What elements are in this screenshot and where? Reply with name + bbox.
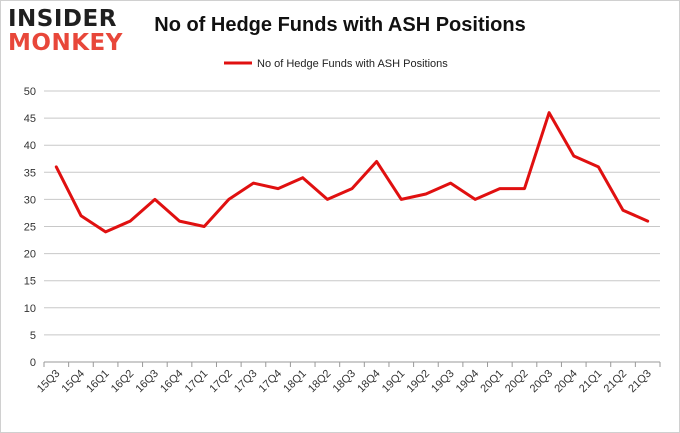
y-axis-ticks: 0 5 10 15 20 25 30 35 40 45 50	[24, 86, 36, 369]
y-tick-label: 15	[24, 276, 36, 288]
x-tick-label: 19Q3	[429, 368, 457, 396]
logo-text-top: INSIDER	[8, 6, 117, 32]
legend-label: No of Hedge Funds with ASH Positions	[257, 58, 448, 70]
grid-lines	[44, 90, 660, 336]
x-tick-label: 21Q2	[602, 368, 630, 396]
x-tick-label: 17Q3	[232, 368, 260, 396]
x-tick-label: 16Q4	[158, 368, 186, 396]
x-tick-label: 16Q1	[84, 368, 112, 396]
x-axis-ticks: 15Q315Q416Q116Q216Q316Q417Q117Q217Q317Q4…	[35, 362, 661, 396]
y-tick-label: 45	[24, 113, 36, 125]
x-tick-label: 17Q4	[257, 368, 285, 396]
x-tick-label: 20Q2	[503, 368, 531, 396]
y-tick-label: 5	[30, 330, 36, 342]
x-tick-label: 17Q1	[183, 368, 211, 396]
x-tick-label: 18Q3	[331, 368, 359, 396]
x-tick-label: 19Q2	[405, 368, 433, 396]
legend: No of Hedge Funds with ASH Positions	[224, 58, 448, 70]
series-layer	[54, 111, 650, 234]
y-tick-label: 35	[24, 167, 36, 179]
y-tick-label: 0	[30, 357, 36, 369]
x-tick-label: 19Q1	[380, 368, 408, 396]
insider-monkey-logo: INSIDER MONKEY	[8, 6, 130, 58]
logo-text-bottom: MONKEY	[8, 30, 123, 56]
x-tick-label: 19Q4	[454, 368, 482, 396]
x-tick-label: 16Q2	[109, 368, 137, 396]
x-tick-label: 21Q1	[577, 368, 605, 396]
x-tick-label: 20Q4	[552, 368, 580, 396]
y-tick-label: 30	[24, 194, 36, 206]
y-tick-label: 25	[24, 222, 36, 234]
y-tick-label: 10	[24, 303, 36, 315]
y-tick-label: 20	[24, 249, 36, 261]
x-tick-label: 15Q3	[35, 368, 63, 396]
x-tick-label: 18Q4	[355, 368, 383, 396]
x-tick-label: 21Q3	[626, 368, 654, 396]
x-tick-label: 17Q2	[207, 368, 235, 396]
x-tick-label: 16Q3	[133, 368, 161, 396]
x-tick-label: 18Q2	[306, 368, 334, 396]
x-tick-label: 15Q4	[60, 368, 88, 396]
x-tick-label: 18Q1	[281, 368, 309, 396]
y-tick-label: 40	[24, 140, 36, 152]
x-tick-label: 20Q1	[478, 368, 506, 396]
y-tick-label: 50	[24, 86, 36, 98]
chart-title: No of Hedge Funds with ASH Positions	[154, 14, 526, 36]
x-tick-label: 20Q3	[528, 368, 556, 396]
